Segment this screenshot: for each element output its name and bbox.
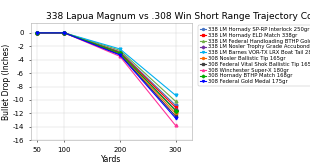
308 Federal Gold Medal 175gr: [35, 32, 38, 34]
308 Federal Vital Shok Ballistic Tip 165gr: [174, 115, 177, 117]
308 Federal Gold Medal 175gr: [63, 32, 66, 34]
308 Hornady BTHP Match 168gr: [174, 110, 177, 112]
308 Hornady BTHP Match 168gr: [63, 32, 66, 34]
338 LM Federal Handloading BTHP Gold Medal 250gr: [63, 32, 66, 34]
338 LM Hornady ELD Match 338gr: [63, 32, 66, 34]
338 LM Hornady ELD Match 338gr: [118, 51, 122, 53]
338 LM Barnes VOR-TX LRX Boat Tail 280gr: [174, 94, 177, 96]
Line: 308 Nosler Ballistic Tip 165gr: 308 Nosler Ballistic Tip 165gr: [35, 31, 177, 115]
308 Winchester Super-X 180gr: [63, 32, 66, 34]
Line: 338 LM Federal Handloading BTHP Gold Medal 250gr: 338 LM Federal Handloading BTHP Gold Med…: [35, 31, 177, 103]
Line: 338 LM Hornady ELD Match 338gr: 338 LM Hornady ELD Match 338gr: [35, 31, 177, 109]
338 LM Federal Handloading BTHP Gold Medal 250gr: [35, 32, 38, 34]
308 Federal Gold Medal 175gr: [118, 54, 122, 56]
Line: 308 Hornady BTHP Match 168gr: 308 Hornady BTHP Match 168gr: [35, 31, 177, 112]
338 LM Hornady SP-RP Interlock 250gr: [63, 32, 66, 34]
Legend: 338 LM Hornady SP-RP Interlock 250gr, 338 LM Hornady ELD Match 338gr, 338 LM Fed: 338 LM Hornady SP-RP Interlock 250gr, 33…: [198, 25, 310, 86]
338 LM Hornady SP-RP Interlock 250gr: [174, 104, 177, 106]
338 LM Hornady SP-RP Interlock 250gr: [118, 51, 122, 53]
338 LM Barnes VOR-TX LRX Boat Tail 280gr: [118, 48, 122, 50]
338 LM Hornady ELD Match 338gr: [174, 106, 177, 108]
308 Winchester Super-X 180gr: [35, 32, 38, 34]
308 Nosler Ballistic Tip 165gr: [35, 32, 38, 34]
Title: 338 Lapua Magnum vs .308 Win Short Range Trajectory Comparison: 338 Lapua Magnum vs .308 Win Short Range…: [46, 12, 310, 21]
308 Federal Vital Shok Ballistic Tip 165gr: [35, 32, 38, 34]
308 Winchester Super-X 180gr: [174, 124, 177, 126]
Line: 308 Winchester Super-X 180gr: 308 Winchester Super-X 180gr: [35, 31, 177, 127]
338 LM Hornady SP-RP Interlock 250gr: [35, 32, 38, 34]
338 LM Nosler Trophy Grade Accubond 300gr: [35, 32, 38, 34]
Line: 308 Federal Vital Shok Ballistic Tip 165gr: 308 Federal Vital Shok Ballistic Tip 165…: [35, 31, 177, 117]
338 LM Nosler Trophy Grade Accubond 300gr: [63, 32, 66, 34]
308 Nosler Ballistic Tip 165gr: [174, 112, 177, 114]
308 Federal Vital Shok Ballistic Tip 165gr: [63, 32, 66, 34]
338 LM Barnes VOR-TX LRX Boat Tail 280gr: [35, 32, 38, 34]
338 LM Federal Handloading BTHP Gold Medal 250gr: [174, 100, 177, 102]
308 Hornady BTHP Match 168gr: [118, 52, 122, 54]
Line: 338 LM Nosler Trophy Grade Accubond 300gr: 338 LM Nosler Trophy Grade Accubond 300g…: [35, 31, 177, 111]
Y-axis label: Bullet Drop (Inches): Bullet Drop (Inches): [2, 43, 11, 120]
308 Winchester Super-X 180gr: [118, 55, 122, 57]
338 LM Nosler Trophy Grade Accubond 300gr: [174, 109, 177, 111]
308 Nosler Ballistic Tip 165gr: [63, 32, 66, 34]
338 LM Hornady ELD Match 338gr: [35, 32, 38, 34]
308 Hornady BTHP Match 168gr: [35, 32, 38, 34]
308 Nosler Ballistic Tip 165gr: [118, 53, 122, 55]
Line: 338 LM Hornady SP-RP Interlock 250gr: 338 LM Hornady SP-RP Interlock 250gr: [35, 31, 177, 107]
X-axis label: Yards: Yards: [101, 155, 122, 163]
338 LM Federal Handloading BTHP Gold Medal 250gr: [118, 49, 122, 51]
308 Federal Gold Medal 175gr: [174, 117, 177, 119]
Line: 338 LM Barnes VOR-TX LRX Boat Tail 280gr: 338 LM Barnes VOR-TX LRX Boat Tail 280gr: [35, 31, 177, 97]
Line: 308 Federal Gold Medal 175gr: 308 Federal Gold Medal 175gr: [35, 31, 177, 119]
308 Federal Vital Shok Ballistic Tip 165gr: [118, 53, 122, 55]
338 LM Nosler Trophy Grade Accubond 300gr: [118, 52, 122, 54]
338 LM Barnes VOR-TX LRX Boat Tail 280gr: [63, 32, 66, 34]
